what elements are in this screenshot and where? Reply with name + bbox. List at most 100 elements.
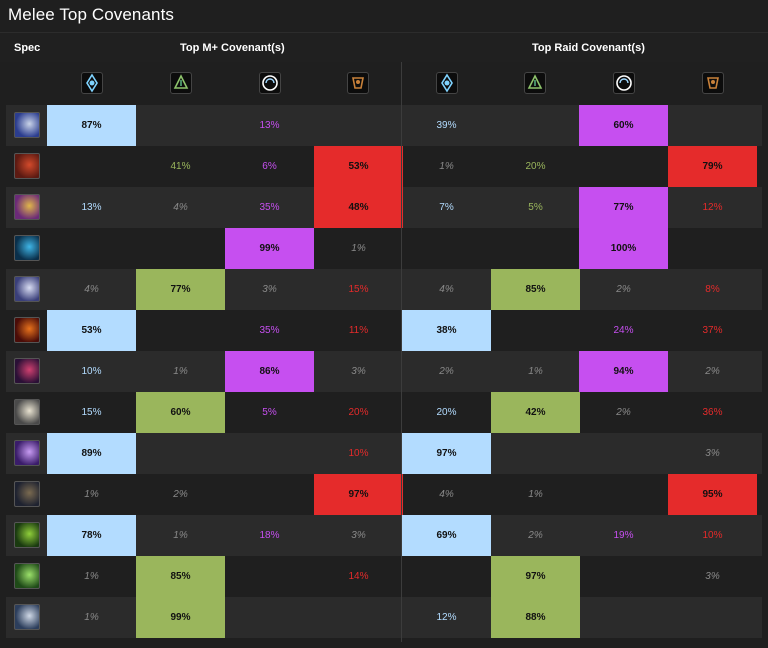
- raid-venthyr-cell: 95%: [668, 474, 757, 515]
- venthyr-icon: [347, 72, 369, 94]
- mplus-necrolord-cell: 1%: [173, 530, 188, 541]
- raid-nightfae-cell: 2%: [616, 284, 631, 295]
- raid-necrolord-cell: [491, 310, 580, 351]
- mplus-necrolord-cell: 2%: [173, 489, 188, 500]
- raid-kyrian-cell: 20%: [436, 407, 457, 418]
- mplus-nightfae-cell: 5%: [262, 407, 277, 418]
- raid-venthyr-cell: 3%: [705, 448, 720, 459]
- raid-necrolord-cell: [491, 228, 580, 269]
- mplus-necrolord-cell: 41%: [170, 161, 191, 172]
- mplus-kyrian-cell: 78%: [47, 515, 136, 556]
- mplus-necrolord-cell: [136, 105, 225, 146]
- mplus-necrolord-cell: [136, 310, 225, 351]
- covenant-icon-row: [0, 62, 768, 104]
- night-fae-icon: [613, 72, 635, 94]
- raid-venthyr-cell: 37%: [702, 325, 723, 336]
- mplus-venthyr-cell: 10%: [348, 448, 369, 459]
- mplus-venthyr-cell: 97%: [314, 474, 403, 515]
- raid-necrolord-cell: 1%: [528, 366, 543, 377]
- section-divider: [401, 62, 402, 642]
- raid-nightfae-cell: 94%: [579, 351, 668, 392]
- raid-kyrian-cell: 7%: [439, 202, 454, 213]
- raid-kyrian-cell: 2%: [439, 366, 454, 377]
- raid-venthyr-cell: 79%: [668, 146, 757, 187]
- raid-column-header: Top Raid Covenant(s): [532, 42, 645, 54]
- mplus-necrolord-cell: 60%: [136, 392, 225, 433]
- raid-kyrian-cell: [402, 228, 491, 269]
- mplus-venthyr-cell: 3%: [351, 366, 366, 377]
- mplus-venthyr-cell: 15%: [348, 284, 369, 295]
- raid-necrolord-cell: 5%: [528, 202, 543, 213]
- mplus-necrolord-cell: 77%: [136, 269, 225, 310]
- raid-necrolord-cell: 97%: [491, 556, 580, 597]
- raid-nightfae-cell: [579, 556, 668, 597]
- raid-kyrian-cell: 4%: [439, 284, 454, 295]
- table-row: 1% 2% 97% 4% 1% 95%: [6, 474, 762, 515]
- mplus-kyrian-cell: 1%: [84, 571, 99, 582]
- raid-kyrian-cell: 1%: [439, 161, 454, 172]
- mplus-nightfae-cell: 86%: [225, 351, 314, 392]
- raid-venthyr-cell: 8%: [705, 284, 720, 295]
- table-row: 53% 35% 11% 38% 24% 37%: [6, 310, 762, 351]
- raid-nightfae-cell: [579, 433, 668, 474]
- raid-kyrian-cell: 12%: [436, 612, 457, 623]
- mplus-nightfae-cell: 13%: [259, 120, 280, 131]
- raid-necrolord-cell: 88%: [491, 597, 580, 638]
- mplus-venthyr-cell: 3%: [351, 530, 366, 541]
- spec-12-icon: [14, 563, 40, 589]
- spec-1-icon: [14, 112, 40, 138]
- raid-venthyr-cell: [668, 105, 757, 146]
- mplus-venthyr-cell: 11%: [348, 325, 369, 336]
- raid-necrolord-cell: 1%: [528, 489, 543, 500]
- mplus-kyrian-cell: 89%: [47, 433, 136, 474]
- raid-venthyr-cell: 10%: [702, 530, 723, 541]
- raid-necrolord-cell: 20%: [525, 161, 546, 172]
- spec-9-icon: [14, 440, 40, 466]
- mplus-necrolord-cell: [136, 228, 225, 269]
- mplus-kyrian-cell: 1%: [84, 612, 99, 623]
- raid-venthyr-cell: 12%: [702, 202, 723, 213]
- mplus-venthyr-cell: 53%: [314, 146, 403, 187]
- covenant-table: 87% 13% 39% 60% 41% 6% 53% 1% 20% 79% 13% 4% 35% 48% 7…: [6, 105, 762, 638]
- table-row: 78% 1% 18% 3% 69% 2% 19% 10%: [6, 515, 762, 556]
- table-row: 10% 1% 86% 3% 2% 1% 94% 2%: [6, 351, 762, 392]
- table-row: 41% 6% 53% 1% 20% 79%: [6, 146, 762, 187]
- spec-13-icon: [14, 604, 40, 630]
- table-header: Spec Top M+ Covenant(s) Top Raid Covenan…: [0, 32, 768, 63]
- spec-4-icon: [14, 235, 40, 261]
- raid-nightfae-cell: 24%: [613, 325, 634, 336]
- table-row: 99% 1% 100%: [6, 228, 762, 269]
- mplus-necrolord-cell: 85%: [136, 556, 225, 597]
- mplus-nightfae-cell: 35%: [259, 202, 280, 213]
- raid-venthyr-cell: 3%: [705, 571, 720, 582]
- venthyr-icon: [702, 72, 724, 94]
- table-row: 4% 77% 3% 15% 4% 85% 2% 8%: [6, 269, 762, 310]
- mplus-column-header: Top M+ Covenant(s): [180, 42, 285, 54]
- mplus-nightfae-cell: [225, 597, 314, 638]
- mplus-venthyr-cell: 20%: [348, 407, 369, 418]
- mplus-nightfae-cell: 6%: [262, 161, 277, 172]
- spec-2-icon: [14, 153, 40, 179]
- necrolord-icon: [524, 72, 546, 94]
- raid-necrolord-cell: 42%: [491, 392, 580, 433]
- mplus-nightfae-cell: 3%: [262, 284, 277, 295]
- mplus-venthyr-cell: 14%: [348, 571, 369, 582]
- raid-nightfae-cell: 77%: [579, 187, 668, 228]
- spec-5-icon: [14, 276, 40, 302]
- mplus-kyrian-cell: 13%: [81, 202, 102, 213]
- mplus-necrolord-cell: 99%: [136, 597, 225, 638]
- mplus-venthyr-cell: 1%: [351, 243, 366, 254]
- raid-nightfae-cell: 19%: [613, 530, 634, 541]
- spec-10-icon: [14, 481, 40, 507]
- mplus-kyrian-cell: [47, 228, 136, 269]
- spec-6-icon: [14, 317, 40, 343]
- mplus-venthyr-cell: 48%: [314, 187, 403, 228]
- mplus-nightfae-cell: [225, 556, 314, 597]
- mplus-venthyr-cell: [314, 105, 403, 146]
- raid-necrolord-cell: 2%: [528, 530, 543, 541]
- table-row: 87% 13% 39% 60%: [6, 105, 762, 146]
- mplus-necrolord-cell: [136, 433, 225, 474]
- table-row: 89% 10% 97% 3%: [6, 433, 762, 474]
- spec-11-icon: [14, 522, 40, 548]
- mplus-kyrian-cell: 15%: [81, 407, 102, 418]
